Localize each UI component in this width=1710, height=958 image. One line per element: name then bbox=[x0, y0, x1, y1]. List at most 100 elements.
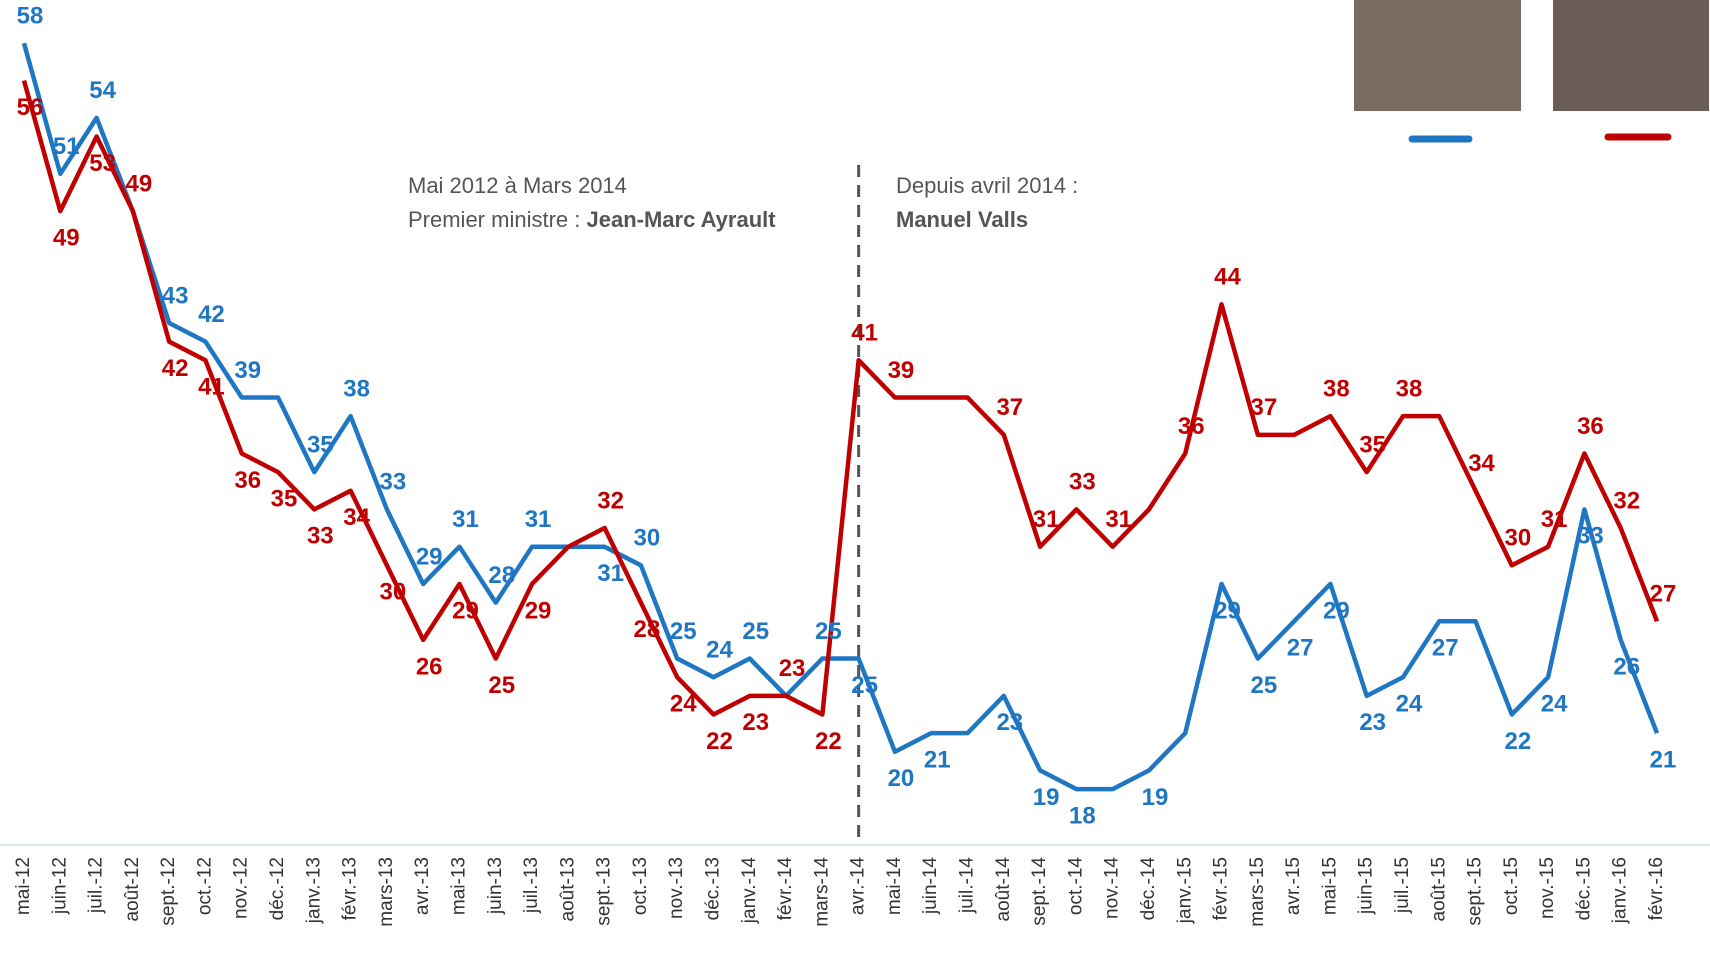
value-label: 31 bbox=[1033, 506, 1060, 533]
value-label: 21 bbox=[924, 746, 951, 773]
value-label: 19 bbox=[1142, 784, 1169, 811]
value-label: 33 bbox=[307, 523, 334, 550]
x-tick-label: févr.-15 bbox=[1211, 857, 1232, 920]
x-tick-label: mai-12 bbox=[13, 857, 34, 915]
value-label: 25 bbox=[851, 672, 878, 699]
x-tick-label: avr.-13 bbox=[412, 857, 433, 915]
value-label: 26 bbox=[1613, 653, 1640, 680]
value-label: 33 bbox=[380, 469, 407, 496]
x-tick-label: déc.-12 bbox=[267, 857, 288, 920]
value-label: 38 bbox=[1396, 376, 1423, 403]
x-tick-label: févr.-14 bbox=[775, 857, 796, 921]
value-label: 25 bbox=[488, 672, 515, 699]
value-label: 23 bbox=[742, 709, 769, 736]
x-tick-label: mars-14 bbox=[811, 857, 832, 927]
x-tick-label: mars-15 bbox=[1247, 857, 1268, 927]
value-label: 49 bbox=[126, 170, 153, 197]
x-tick-label: déc.-14 bbox=[1138, 857, 1159, 921]
x-tick-label: sept.-13 bbox=[594, 857, 615, 926]
x-tick-label: juin-14 bbox=[920, 857, 941, 915]
x-tick-label: mai-14 bbox=[884, 857, 905, 916]
value-label: 41 bbox=[198, 374, 225, 401]
x-tick-label: oct.-14 bbox=[1065, 857, 1086, 916]
x-tick-label: nov.-14 bbox=[1102, 857, 1123, 919]
x-tick-label: août-12 bbox=[122, 857, 143, 921]
value-label: 18 bbox=[1069, 802, 1096, 829]
value-label: 29 bbox=[452, 597, 479, 624]
x-tick-label: sept.-15 bbox=[1465, 857, 1486, 926]
value-label: 42 bbox=[198, 301, 225, 328]
value-label: 31 bbox=[525, 506, 552, 533]
value-label: 24 bbox=[670, 691, 697, 718]
value-label: 38 bbox=[343, 376, 370, 403]
x-tick-label: déc.-15 bbox=[1573, 857, 1594, 920]
x-tick-label: août-15 bbox=[1428, 857, 1449, 921]
value-label: 20 bbox=[888, 765, 915, 792]
x-tick-label: juil.-15 bbox=[1392, 857, 1413, 914]
value-label: 39 bbox=[234, 357, 261, 384]
value-label: 34 bbox=[1468, 450, 1495, 477]
value-label: 22 bbox=[706, 728, 733, 755]
value-label: 25 bbox=[670, 618, 697, 645]
annotation: Manuel Valls bbox=[896, 207, 1028, 232]
value-label: 53 bbox=[89, 150, 116, 177]
value-label: 33 bbox=[1577, 523, 1604, 550]
chart: Mai 2012 à Mars 2014 Premier ministre : … bbox=[0, 0, 1710, 958]
value-label: 33 bbox=[1069, 469, 1096, 496]
x-tick-label: sept.-14 bbox=[1029, 857, 1050, 926]
value-label: 30 bbox=[380, 579, 407, 606]
x-tick-label: févr.-16 bbox=[1646, 857, 1667, 920]
value-label: 36 bbox=[1178, 413, 1205, 440]
value-label: 30 bbox=[1504, 525, 1531, 552]
value-label: 42 bbox=[162, 355, 189, 382]
value-label: 39 bbox=[888, 357, 915, 384]
x-tick-label: janv.-16 bbox=[1610, 857, 1631, 924]
value-label: 44 bbox=[1214, 264, 1241, 291]
value-label: 27 bbox=[1432, 635, 1459, 662]
x-tick-label: mai-15 bbox=[1319, 857, 1340, 915]
value-label: 29 bbox=[416, 543, 443, 570]
value-label: 24 bbox=[1396, 691, 1423, 718]
value-label: 35 bbox=[1359, 431, 1386, 458]
value-label: 28 bbox=[634, 616, 661, 643]
value-label: 27 bbox=[1650, 581, 1677, 608]
x-tick-label: août-14 bbox=[993, 857, 1014, 922]
x-tick-label: août-13 bbox=[557, 857, 578, 921]
value-label: 41 bbox=[851, 320, 878, 347]
value-label: 23 bbox=[996, 709, 1023, 736]
x-tick-label: nov.-12 bbox=[231, 857, 252, 919]
x-tick-label: sept.-12 bbox=[158, 857, 179, 926]
value-label: 37 bbox=[996, 394, 1023, 421]
value-label: 31 bbox=[1541, 506, 1568, 533]
x-tick-label: févr.-13 bbox=[340, 857, 361, 920]
value-label: 31 bbox=[597, 560, 624, 587]
value-label: 37 bbox=[1250, 394, 1277, 421]
value-label: 36 bbox=[1577, 413, 1604, 440]
x-tick-label: juil.-13 bbox=[521, 857, 542, 914]
x-tick-label: janv.-15 bbox=[1174, 857, 1195, 924]
x-tick-label: avr.-15 bbox=[1283, 857, 1304, 915]
x-tick-label: oct.-12 bbox=[194, 857, 215, 915]
value-label: 19 bbox=[1033, 784, 1060, 811]
value-label: 28 bbox=[488, 562, 515, 589]
value-label: 24 bbox=[1541, 691, 1568, 718]
annotation: Depuis avril 2014 : bbox=[896, 173, 1078, 198]
x-tick-label: janv.-13 bbox=[303, 857, 324, 924]
photo-hollande bbox=[1354, 0, 1521, 111]
value-label: 51 bbox=[53, 133, 80, 160]
annotation: Premier ministre : bbox=[408, 207, 586, 232]
value-label: 31 bbox=[452, 506, 479, 533]
value-label: 29 bbox=[525, 597, 552, 624]
x-tick-label: juil.-14 bbox=[957, 857, 978, 914]
value-label: 25 bbox=[815, 618, 842, 645]
value-label: 23 bbox=[779, 655, 806, 682]
value-label: 32 bbox=[597, 487, 624, 514]
photo-valls bbox=[1553, 0, 1709, 111]
x-tick-label: mai-13 bbox=[448, 857, 469, 915]
value-label: 36 bbox=[234, 467, 261, 494]
x-tick-label: avr.-14 bbox=[848, 857, 869, 916]
value-label: 25 bbox=[742, 618, 769, 645]
value-label: 38 bbox=[1323, 376, 1350, 403]
value-label: 29 bbox=[1214, 597, 1241, 624]
value-label: 25 bbox=[1250, 672, 1277, 699]
